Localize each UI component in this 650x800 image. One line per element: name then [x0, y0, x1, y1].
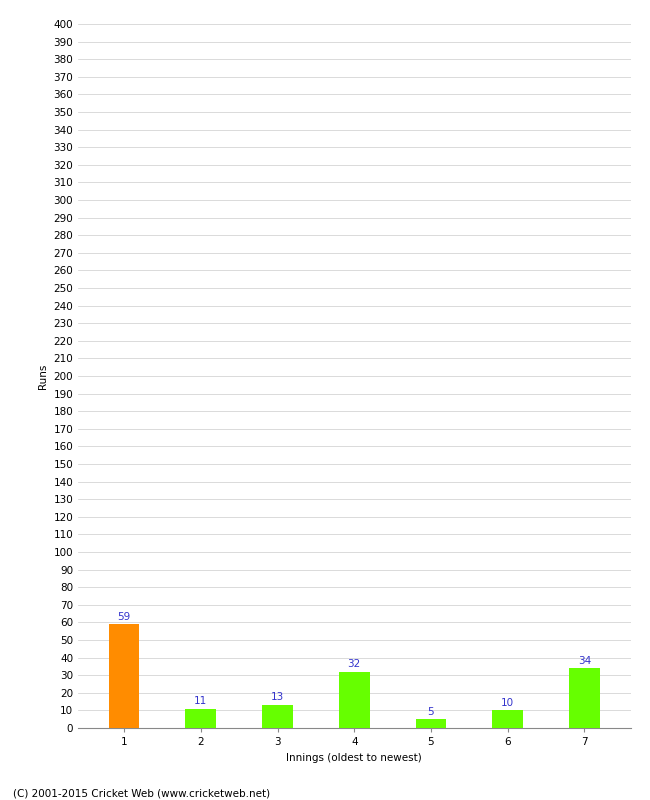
Bar	[185, 709, 216, 728]
Bar	[339, 672, 370, 728]
Text: (C) 2001-2015 Cricket Web (www.cricketweb.net): (C) 2001-2015 Cricket Web (www.cricketwe…	[13, 788, 270, 798]
Text: 59: 59	[118, 611, 131, 622]
Text: 10: 10	[501, 698, 514, 708]
Text: 11: 11	[194, 696, 207, 706]
Y-axis label: Runs: Runs	[38, 363, 48, 389]
Bar	[262, 705, 293, 728]
Bar	[569, 668, 600, 728]
Text: 5: 5	[428, 706, 434, 717]
Bar	[415, 719, 447, 728]
Text: 13: 13	[271, 693, 284, 702]
X-axis label: Innings (oldest to newest): Innings (oldest to newest)	[287, 753, 422, 762]
Text: 34: 34	[578, 655, 591, 666]
Bar	[493, 710, 523, 728]
Text: 32: 32	[348, 659, 361, 669]
Bar	[109, 624, 139, 728]
